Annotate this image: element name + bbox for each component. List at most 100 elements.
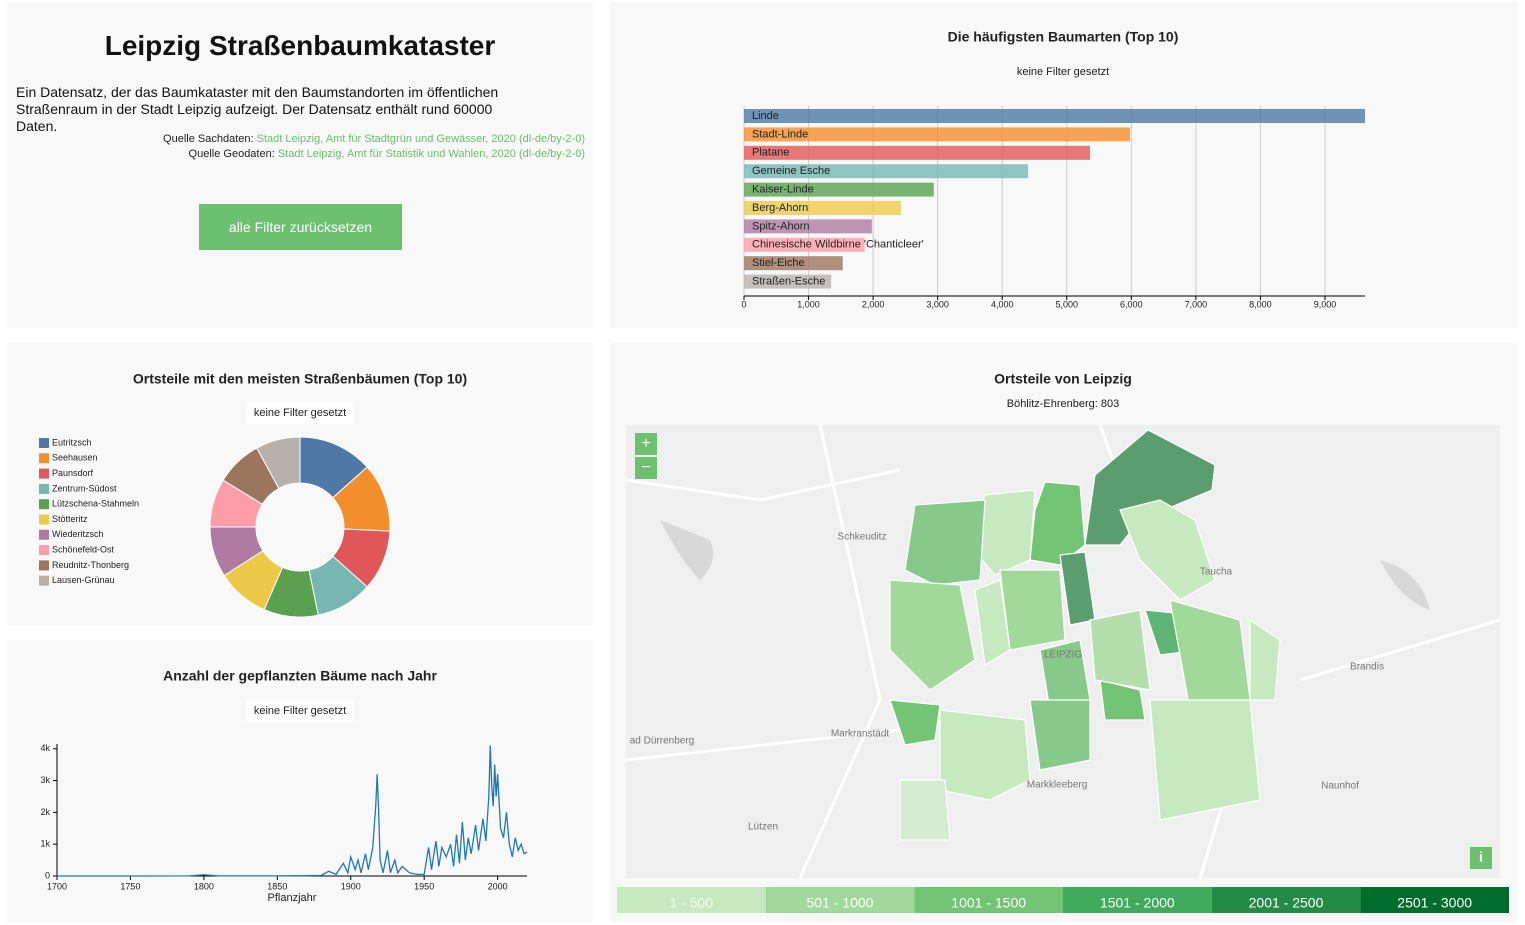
bar-label: Berg-Ahorn — [752, 202, 808, 214]
legend-label: Eutritzsch — [52, 437, 92, 447]
legend-label: Seehausen — [52, 453, 98, 463]
legend-swatch — [39, 514, 49, 525]
legend-label: Paunsdorf — [52, 468, 94, 478]
legend-swatch — [39, 453, 49, 464]
bar-label: Gemeine Esche — [752, 165, 830, 177]
tick-label: 4k — [40, 743, 50, 753]
tick-label: 1700 — [47, 881, 67, 891]
legend-swatch — [39, 560, 49, 571]
place-label: Markkleeberg — [1027, 780, 1088, 791]
pie-slice — [256, 436, 301, 490]
legend-swatch — [39, 468, 49, 479]
tick-label: 6,000 — [1120, 299, 1143, 309]
tick-label: 5,000 — [1055, 299, 1078, 309]
bar-label: Stiel-Eiche — [752, 257, 805, 269]
zoom-out-label: − — [641, 459, 650, 476]
bar — [744, 182, 934, 197]
source-label: Quelle Sachdaten: — [163, 133, 254, 145]
districts — [889, 429, 1281, 841]
chart-title: Ortsteile mit den meisten Straßenbäumen … — [133, 371, 467, 387]
tick-label: 0 — [45, 870, 50, 880]
legend-swatch — [39, 438, 49, 448]
tick-label: 1k — [40, 839, 50, 849]
tick-label: 1750 — [120, 881, 140, 891]
bar-label: Platane — [752, 147, 789, 159]
bar — [744, 145, 1091, 160]
license-link[interactable]: (dl-de/by-2-0) — [518, 148, 585, 160]
bar — [744, 219, 872, 234]
bar-label: Chinesische Wildbirne 'Chanticleer' — [752, 239, 924, 251]
legend-cell — [617, 887, 766, 913]
zoom-in-label: + — [641, 435, 650, 452]
filter-status: keine Filter gesetzt — [254, 705, 346, 717]
legend-label: Lützschena-Stahmeln — [52, 499, 139, 509]
tick-label: 1950 — [414, 881, 434, 891]
reset-button[interactable]: alle Filter zurücksetzen — [199, 204, 402, 250]
bar-label: Stadt-Linde — [752, 128, 808, 140]
filter-status: keine Filter gesetzt — [254, 407, 346, 419]
bar-label: Spitz-Ahorn — [752, 220, 809, 232]
bar — [744, 164, 1029, 179]
legend-cell — [1063, 887, 1212, 913]
tick-label: 4,000 — [991, 299, 1014, 309]
source-link[interactable]: Stadt Leipzig, Amt für Statistik und Wah… — [277, 148, 516, 160]
x-axis-label: Pflanzjahr — [268, 892, 317, 904]
bar-label: Linde — [752, 110, 779, 122]
description: Ein Datensatz, der das Baumkataster mit … — [16, 84, 499, 134]
legend-cell — [914, 887, 1063, 913]
legend-label: Zentrum-Südost — [52, 483, 117, 493]
tick-label: 9,000 — [1314, 299, 1337, 309]
bar-label: Kaiser-Linde — [752, 184, 814, 196]
bar — [744, 201, 901, 215]
legend-swatch — [39, 499, 49, 510]
legend-label: Lausen-Grünau — [52, 575, 115, 585]
map[interactable] — [625, 424, 1501, 879]
legend-label: 2001 - 2500 — [1249, 895, 1324, 911]
filter-status: keine Filter gesetzt — [1017, 66, 1109, 78]
legend-label: 2501 - 3000 — [1397, 895, 1472, 911]
place-label: ad Dürrenberg — [630, 736, 694, 747]
legend-label: 1 - 500 — [670, 895, 714, 911]
zoom-in-button[interactable] — [635, 433, 657, 455]
legend-label: 1001 - 1500 — [951, 895, 1026, 911]
filter-box — [246, 700, 354, 722]
header: Leipzig Straßenbaumkataster Ein Datensat… — [7, 2, 593, 328]
legend-cell — [765, 887, 915, 913]
info-label: i — [1479, 849, 1483, 865]
info-button[interactable] — [1470, 847, 1492, 869]
legend-label: Wiederitzsch — [52, 529, 104, 539]
map-title: Ortsteile von Leipzig — [994, 371, 1132, 387]
license-link[interactable]: (dl-de/by-2-0) — [518, 133, 585, 145]
legend-swatch — [39, 575, 49, 586]
legend-label: 501 - 1000 — [807, 895, 874, 911]
source-link[interactable]: Stadt Leipzig, Amt für Stadtgrün und Gew… — [256, 133, 516, 145]
panel — [7, 2, 593, 328]
legend-cell — [1360, 887, 1509, 913]
tick-label: 2000 — [488, 881, 508, 891]
tick-label: 3k — [40, 775, 50, 785]
place-label: Naunhof — [1321, 781, 1359, 792]
tick-label: 0 — [741, 299, 746, 309]
source: Quelle Sachdaten: Stadt Leipzig, Amt für… — [163, 133, 585, 145]
tick-label: 7,000 — [1185, 299, 1208, 309]
bar-label: Straßen-Esche — [752, 276, 825, 288]
tick-label: 8,000 — [1249, 299, 1272, 309]
tick-label: 2k — [40, 807, 50, 817]
legend-label: Stötteritz — [52, 514, 88, 524]
bar — [744, 274, 832, 289]
map-hover-info: Böhlitz-Ehrenberg: 803 — [1007, 398, 1120, 410]
zoom-out-button[interactable] — [635, 457, 657, 479]
tick-label: 1900 — [341, 881, 361, 891]
source: Quelle Geodaten: Stadt Leipzig, Amt für … — [189, 148, 585, 160]
legend-cell — [1211, 887, 1361, 913]
filter-box — [246, 402, 354, 424]
legend-swatch — [39, 529, 49, 540]
legend-label: 1501 - 2000 — [1100, 895, 1175, 911]
legend-swatch — [39, 545, 49, 556]
legend-label: Schönefeld-Ost — [52, 544, 115, 554]
tick-label: 1800 — [194, 881, 214, 891]
bar — [744, 109, 1365, 123]
place-label: LEIPZIG — [1044, 650, 1083, 661]
bar — [744, 256, 843, 271]
